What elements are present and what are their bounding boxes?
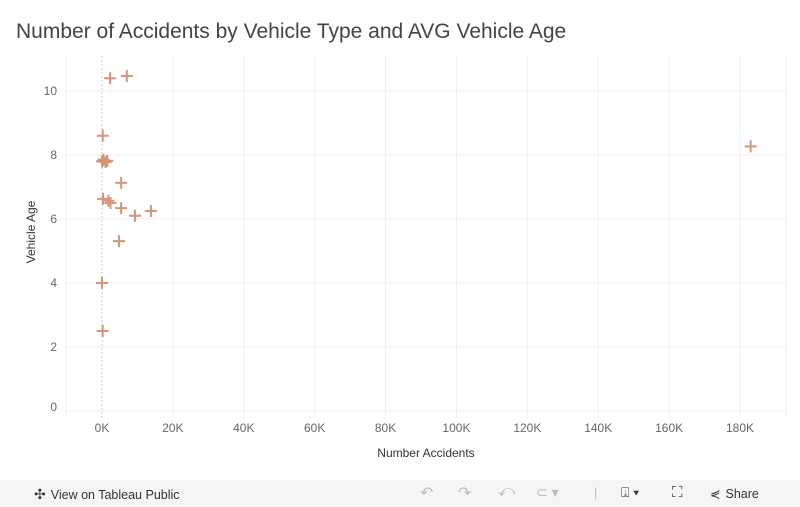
x-tick-label: 100K bbox=[442, 421, 470, 435]
x-axis-label: Number Accidents bbox=[377, 446, 474, 460]
y-tick-label: 10 bbox=[44, 84, 58, 98]
y-tick-label: 4 bbox=[50, 276, 57, 290]
x-tick-label: 160K bbox=[655, 421, 683, 435]
y-tick-label: 6 bbox=[50, 212, 57, 226]
x-tick-label: 0K bbox=[95, 421, 110, 435]
chart-title: Number of Accidents by Vehicle Type and … bbox=[16, 20, 567, 43]
data-point bbox=[104, 72, 117, 85]
data-point bbox=[115, 176, 128, 189]
data-point bbox=[104, 197, 117, 209]
data-point bbox=[102, 194, 115, 207]
redo-icon[interactable]: ↷ bbox=[458, 485, 472, 502]
toolbar-divider: | bbox=[594, 486, 598, 500]
x-tick-label: 60K bbox=[304, 421, 325, 435]
x-tick-label: 180K bbox=[726, 421, 754, 435]
data-point bbox=[144, 205, 157, 217]
data-point bbox=[97, 192, 110, 205]
data-point bbox=[96, 155, 108, 168]
x-tick-label: 80K bbox=[375, 421, 396, 435]
refresh-icon[interactable]: ⊂ ▾ bbox=[536, 484, 559, 500]
view-on-tableau-link[interactable]: ✣ View on Tableau Public bbox=[34, 486, 180, 503]
x-tick-label: 120K bbox=[513, 421, 541, 435]
data-point bbox=[120, 69, 133, 82]
data-point bbox=[96, 325, 109, 337]
revert-icon[interactable]: ⤺ bbox=[498, 483, 516, 500]
data-point bbox=[115, 202, 128, 215]
tableau-logo-icon: ✣ bbox=[34, 486, 46, 502]
y-axis-label: Vehicle Age bbox=[24, 200, 38, 263]
scatter-chart: 0K 20K 40K 60K 80K 100K 120K 140K 160K 180K 0 2 4 6 8 1… bbox=[24, 56, 787, 460]
share-icon: ⋞ bbox=[710, 487, 721, 501]
data-point bbox=[96, 129, 109, 142]
undo-icon[interactable]: ↶ bbox=[420, 485, 434, 502]
fullscreen-icon[interactable]: ⛶ bbox=[672, 484, 683, 501]
view-label: View on Tableau Public bbox=[50, 487, 180, 502]
y-tick-label: 2 bbox=[50, 340, 57, 354]
y-tick-label: 8 bbox=[50, 148, 57, 162]
data-point bbox=[113, 235, 126, 248]
x-tick-label: 140K bbox=[584, 421, 612, 435]
x-tick-label: 20K bbox=[162, 421, 183, 435]
y-tick-label: 0 bbox=[50, 400, 57, 414]
x-tick-label: 40K bbox=[233, 421, 254, 435]
tableau-toolbar: ✣ View on Tableau Public ↶ ↷ ⤺ ⊂ ▾ | ⍗ ▾… bbox=[0, 480, 800, 507]
download-icon[interactable]: ⍗ ▾ bbox=[621, 484, 640, 500]
data-point bbox=[128, 209, 141, 222]
share-label: Share bbox=[725, 486, 759, 501]
data-point bbox=[744, 140, 757, 153]
data-point bbox=[96, 277, 108, 289]
share-button[interactable]: ⋞ Share bbox=[710, 486, 759, 502]
